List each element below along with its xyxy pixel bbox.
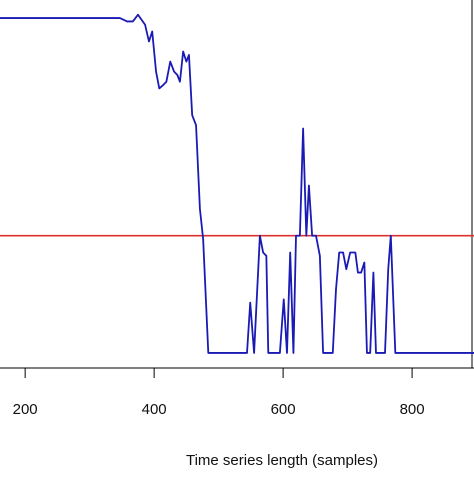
x-tick-label: 400 [142,401,167,418]
x-tick-label: 800 [400,401,425,418]
series-line [0,13,474,354]
x-tick-label: 600 [271,401,296,418]
x-axis-label: Time series length (samples) [186,452,378,469]
x-tick-label: 200 [13,401,38,418]
